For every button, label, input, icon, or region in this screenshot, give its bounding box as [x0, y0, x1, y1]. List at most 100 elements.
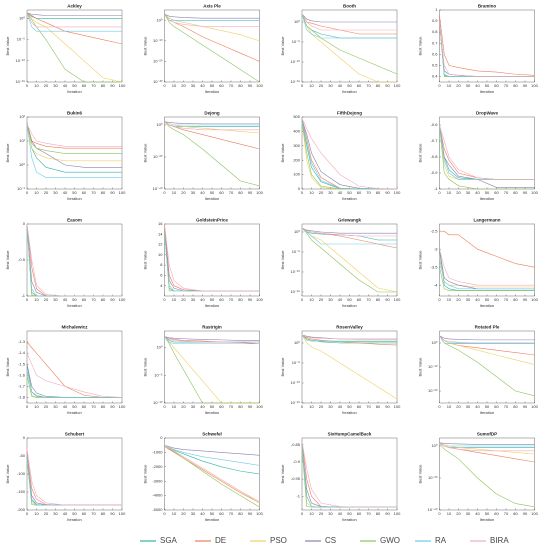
x-tick-label: 80 [101, 83, 106, 88]
x-tick-label: 60 [219, 190, 224, 195]
y-tick-label: 0 [23, 221, 26, 226]
x-axis-label: Iteration [67, 89, 81, 94]
subplot-title: Booth [343, 4, 356, 9]
x-tick-label: 60 [357, 297, 362, 302]
plot-area [301, 9, 398, 83]
x-tick-label: 0 [438, 404, 441, 409]
y-tick-label: 10⁻¹⁰ [291, 380, 301, 385]
x-tick-label: 50 [72, 297, 77, 302]
x-tick-label: 100 [531, 297, 538, 302]
x-tick-label: 40 [338, 511, 343, 516]
y-axis-label: Best Value [280, 143, 285, 163]
x-tick-label: 70 [229, 83, 234, 88]
x-tick-label: 20 [456, 83, 461, 88]
x-tick-label: 60 [357, 83, 362, 88]
x-tick-label: 50 [485, 83, 490, 88]
legend-label: DE [215, 536, 226, 545]
x-tick-label: 60 [494, 511, 499, 516]
x-tick-label: 20 [44, 297, 49, 302]
x-tick-label: 100 [531, 404, 538, 409]
x-tick-label: 10 [309, 511, 314, 516]
subplot: FifthDejong Iteration Best Value 0 10 20 30 40 5… [280, 111, 401, 201]
x-tick-label: 60 [219, 404, 224, 409]
series-line [301, 13, 397, 83]
x-tick-label: 80 [513, 511, 518, 516]
x-tick-label: 0 [163, 297, 166, 302]
series-line [164, 121, 260, 187]
series-line [26, 12, 122, 32]
y-tick-label: 0.8 [432, 29, 438, 34]
plot-area [26, 437, 123, 511]
legend-label: RA [435, 536, 447, 545]
y-tick-label: 0 [298, 186, 301, 191]
y-tick-label: 10⁻¹⁵ [290, 289, 300, 294]
x-tick-label: 20 [181, 83, 186, 88]
x-tick-label: 70 [229, 511, 234, 516]
y-tick-label: -5000 [152, 507, 163, 512]
x-tick-label: 30 [328, 190, 333, 195]
x-tick-label: 80 [238, 83, 243, 88]
plot-area [26, 330, 123, 404]
x-tick-label: 100 [119, 404, 126, 409]
series-line [164, 336, 260, 345]
series-line [164, 336, 260, 341]
series-line [439, 21, 535, 77]
x-tick-label: 20 [319, 297, 324, 302]
x-tick-label: 20 [181, 190, 186, 195]
series-line [164, 121, 260, 131]
series-line [301, 227, 397, 234]
x-tick-label: 70 [366, 83, 371, 88]
series-line [439, 442, 535, 445]
x-tick-label: 70 [229, 190, 234, 195]
y-tick-label: 0 [23, 435, 26, 440]
series-line [164, 336, 260, 404]
subplot-title: Dejong [204, 111, 220, 116]
x-tick-label: 10 [172, 511, 177, 516]
x-tick-label: 40 [475, 83, 480, 88]
y-tick-label: -4000 [152, 493, 163, 498]
x-tick-label: 60 [219, 297, 224, 302]
series-line [26, 124, 122, 173]
x-tick-label: 30 [328, 511, 333, 516]
series-line [301, 227, 397, 293]
plot-area [26, 223, 123, 297]
x-tick-label: 50 [485, 511, 490, 516]
y-tick-label: 0.5 [432, 62, 438, 67]
subplot: Michalewicz Iteration Best Value 0 10 20 30 40 5… [5, 325, 126, 415]
subplot: Langermann Iteration Best Value 0 10 20 30 40 50… [418, 218, 539, 308]
subplot-title: Langermann [473, 218, 500, 223]
x-tick-label: 80 [376, 297, 381, 302]
y-axis-label: Best Value [280, 357, 285, 377]
x-tick-label: 30 [466, 190, 471, 195]
x-tick-label: 30 [53, 297, 58, 302]
subplot: Booth Iteration Best Value 0 10 20 30 40 50 60 70 8… [280, 4, 401, 94]
y-tick-label: 10¹ [19, 138, 25, 143]
x-tick-label: 100 [531, 83, 538, 88]
y-tick-label: 10⁰ [431, 340, 437, 345]
x-tick-label: 40 [63, 297, 68, 302]
x-tick-label: 70 [91, 297, 96, 302]
series-line [301, 13, 397, 31]
x-tick-label: 0 [26, 404, 29, 409]
y-tick-label: 10⁻⁴⁰ [428, 507, 438, 512]
y-tick-label: 10⁻²⁰ [153, 154, 163, 159]
x-tick-label: 20 [44, 511, 49, 516]
subplot: Axis Ple Iteration Best Value 0 10 20 30 40 50 60… [143, 4, 264, 94]
x-tick-label: 0 [26, 83, 29, 88]
series-line [301, 118, 398, 190]
y-tick-label: 10⁻¹⁰ [291, 59, 301, 64]
x-axis-label: Iteration [342, 517, 356, 522]
x-tick-label: 50 [347, 297, 352, 302]
series-line [439, 230, 535, 268]
x-tick-label: 70 [366, 511, 371, 516]
series-line [439, 15, 535, 76]
y-tick-label: -0.9 [431, 170, 439, 175]
x-tick-label: 80 [376, 190, 381, 195]
y-tick-label: -0.5 [18, 257, 26, 262]
y-tick-label: 10⁻¹⁰ [153, 38, 163, 43]
x-axis-label: Iteration [205, 517, 219, 522]
x-tick-label: 60 [82, 404, 87, 409]
x-tick-label: 60 [82, 297, 87, 302]
x-tick-label: 90 [248, 83, 253, 88]
